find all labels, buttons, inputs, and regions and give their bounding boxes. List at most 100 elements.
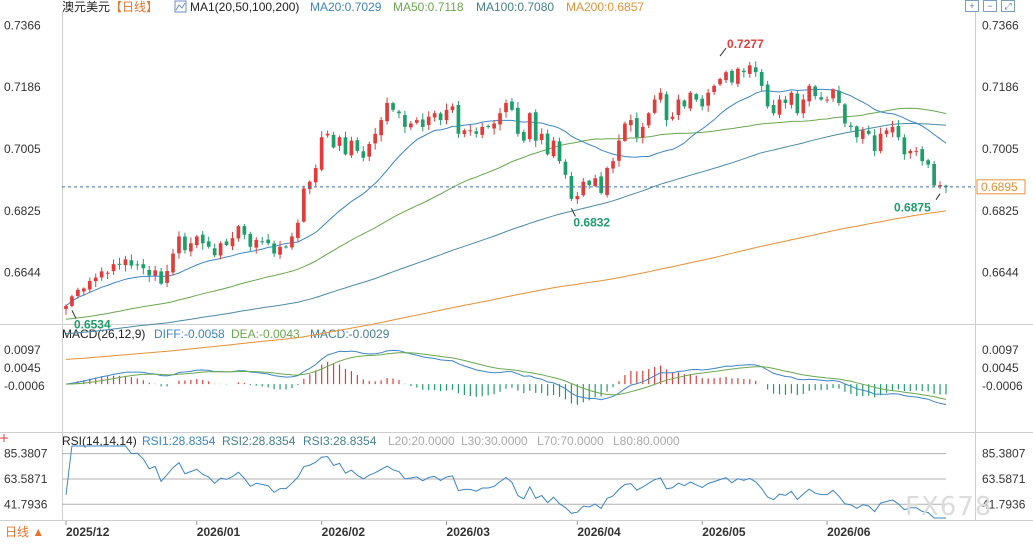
candle-body	[218, 243, 223, 256]
candle	[533, 109, 538, 148]
candle	[801, 94, 806, 119]
ma-toggle-icon[interactable]	[174, 0, 187, 13]
candle-body	[914, 150, 919, 152]
macd-tick-label-left: 0.0097	[4, 343, 41, 357]
candle	[93, 273, 98, 288]
candle-body	[527, 113, 532, 140]
x-tick-label: 2026/01	[197, 525, 241, 539]
rsi-line	[65, 445, 946, 519]
price-tick-label-right: 0.6644	[982, 266, 1019, 280]
candle-body	[307, 181, 312, 190]
price-tick-label-left: 0.7366	[4, 19, 41, 33]
candle-body	[884, 130, 889, 135]
macd-tick-label-right: 0.0097	[982, 343, 1019, 357]
candle	[183, 232, 187, 254]
macd-tick-label-right: 0.0045	[982, 361, 1019, 375]
candle-body	[474, 131, 479, 134]
candle-body	[379, 120, 383, 136]
candle-body	[795, 93, 800, 114]
candle-body	[753, 67, 758, 73]
candle	[569, 171, 574, 202]
candle	[87, 277, 92, 293]
candle-body	[629, 120, 633, 126]
zoom-out-icon[interactable]: −	[983, 0, 997, 12]
candle-body	[920, 149, 925, 162]
candle-body	[426, 116, 431, 126]
candle-body	[688, 92, 693, 109]
candle	[450, 103, 455, 113]
candle	[414, 117, 419, 125]
candle-body	[789, 92, 794, 105]
zoom-in-icon[interactable]: +	[965, 0, 979, 12]
candle-body	[926, 160, 931, 165]
candle	[724, 70, 728, 83]
candle-body	[153, 270, 158, 276]
candle	[153, 265, 158, 282]
expand-icon[interactable]: ⤢	[1001, 0, 1015, 12]
candle	[486, 124, 491, 129]
candle	[682, 99, 687, 109]
candle	[908, 148, 913, 159]
candle	[462, 128, 467, 138]
candle	[159, 267, 163, 286]
candle	[355, 137, 360, 154]
candle-body	[854, 126, 859, 138]
candle	[438, 111, 443, 125]
candle-body	[533, 112, 538, 141]
candle	[884, 127, 889, 138]
candle-body	[319, 137, 324, 170]
rsi-l80-value: L80:80.0000	[613, 434, 680, 448]
candle	[837, 85, 841, 106]
candle-body	[938, 185, 942, 187]
candle-body	[206, 241, 211, 247]
candle-body	[81, 288, 86, 292]
candle-body	[504, 102, 508, 113]
candle-body	[872, 135, 877, 151]
candle	[373, 127, 378, 150]
candle	[730, 69, 734, 86]
candle-body	[64, 305, 68, 309]
candle-body	[849, 125, 853, 127]
candle	[76, 287, 80, 299]
candle	[866, 125, 871, 136]
candle	[81, 287, 86, 296]
candle-body	[349, 140, 354, 156]
candle	[290, 232, 294, 250]
candle	[712, 84, 716, 96]
current-price-badge	[976, 179, 1026, 195]
x-tick-label: 2026/03	[447, 525, 491, 539]
candle	[420, 113, 425, 132]
candle-body	[807, 85, 812, 102]
candle-body	[759, 72, 764, 86]
candle	[111, 259, 116, 275]
candle	[409, 120, 413, 131]
candle-body	[623, 123, 627, 141]
candle-body	[248, 234, 253, 247]
crosshair-icon[interactable]	[0, 434, 8, 442]
candle	[99, 267, 104, 281]
footer-period-button[interactable]: 日线 ▲	[5, 525, 44, 539]
candle	[527, 111, 532, 143]
candle-body	[301, 188, 306, 222]
candle	[878, 127, 883, 154]
candle-body	[355, 140, 360, 151]
marker-leader	[719, 47, 727, 57]
candle-body	[837, 90, 841, 103]
candle-body	[367, 144, 372, 157]
rsi2-value: RSI2:28.8354	[222, 434, 296, 448]
candle-body	[706, 92, 711, 106]
candle-body	[129, 260, 134, 266]
candle	[266, 234, 271, 246]
rsi-l70-value: L70:70.0000	[537, 434, 604, 448]
candle	[444, 103, 449, 125]
candle	[926, 158, 931, 169]
rsi-layer	[62, 445, 946, 519]
candle-body	[177, 236, 181, 254]
candle	[914, 146, 919, 156]
chart-period-label[interactable]: 【日线】	[110, 0, 158, 14]
candle	[646, 112, 651, 129]
candle-body	[843, 104, 847, 124]
